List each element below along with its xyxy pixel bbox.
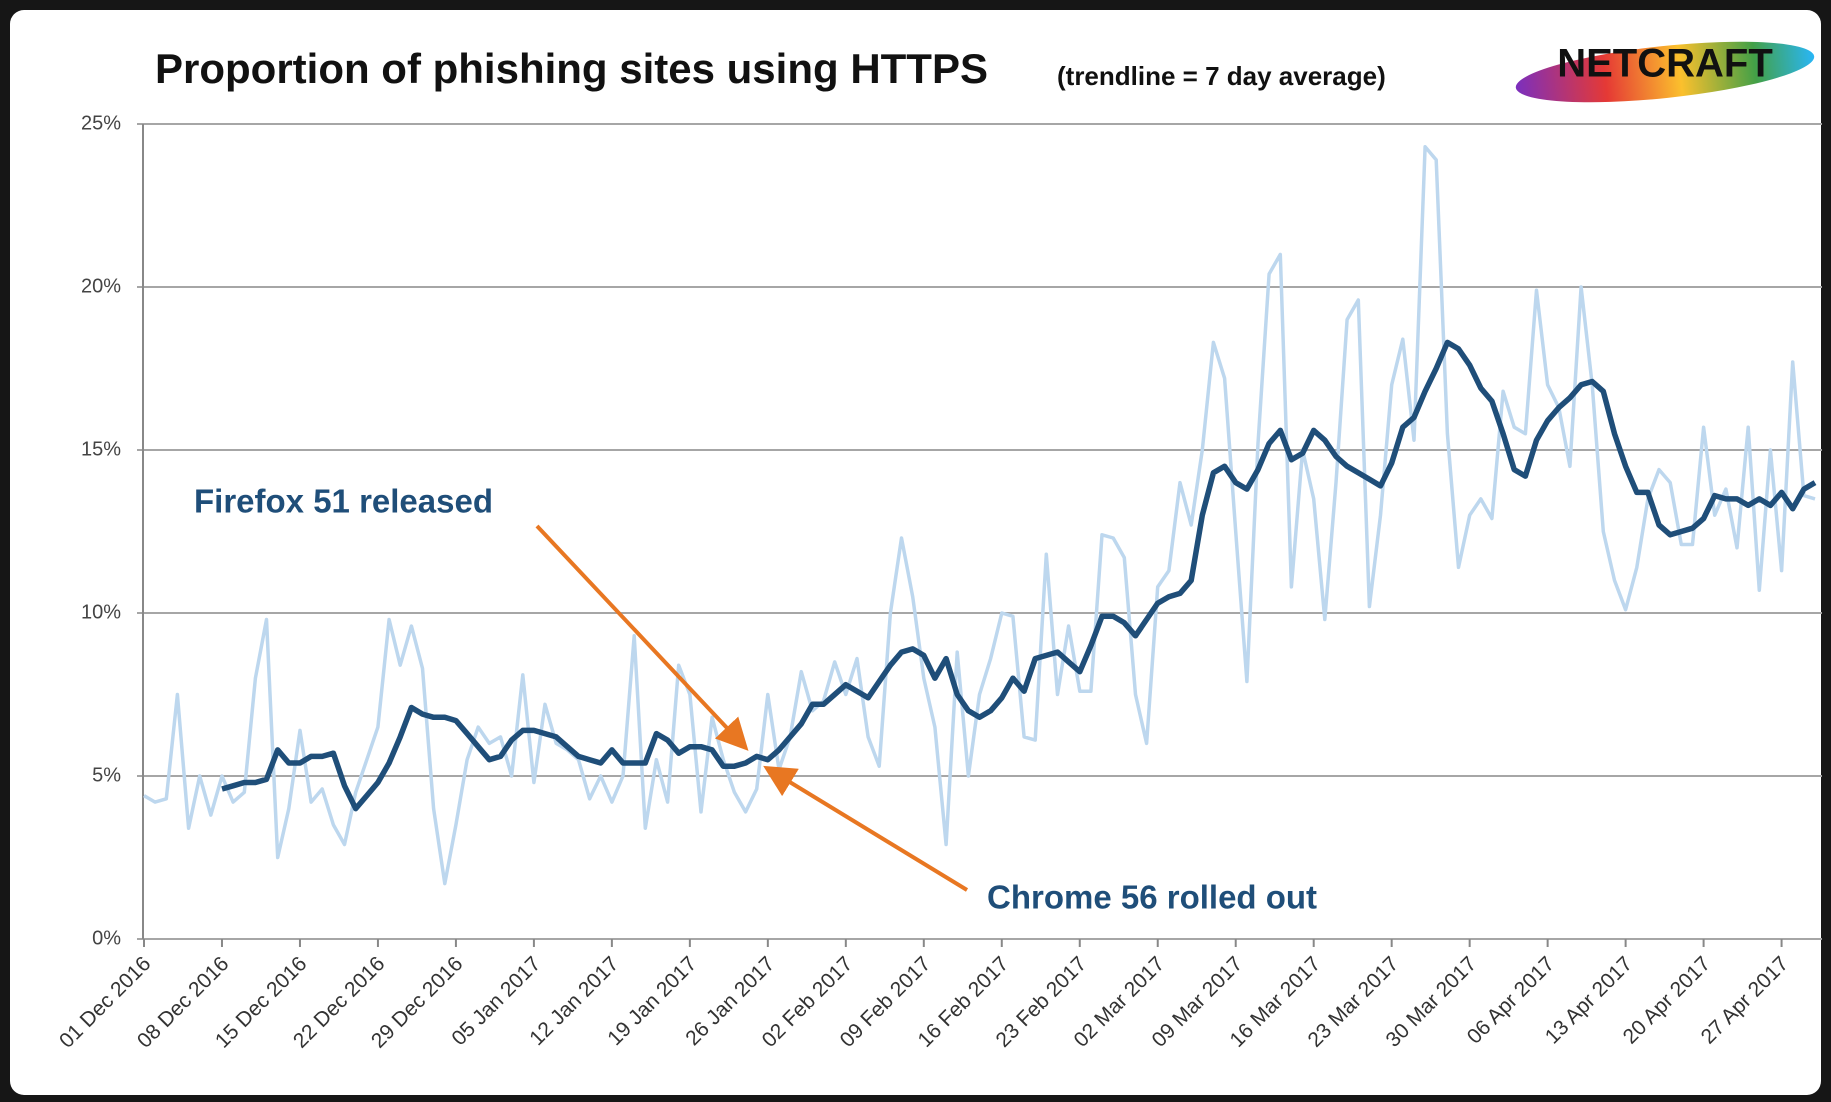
annotation-arrow [763, 765, 969, 892]
logo: NETCRAFT [1557, 42, 1773, 86]
logo-swoosh [1515, 41, 1815, 103]
chart-subtitle: (trendline = 7 day average) [1057, 61, 1386, 91]
y-tick-label: 15% [81, 438, 121, 460]
annotation-arrow [535, 524, 749, 751]
y-tick-label: 5% [92, 764, 121, 786]
y-tick-label: 0% [92, 927, 121, 949]
chart-title: Proportion of phishing sites using HTTPS [155, 45, 988, 92]
line-series [143, 145, 1816, 886]
y-tick-label: 25% [81, 112, 121, 134]
line-series [221, 339, 1817, 812]
y-tick-label: 20% [81, 275, 121, 297]
chart-background [10, 10, 1821, 1095]
y-tick-label: 10% [81, 601, 121, 623]
annotation: Firefox 51 released [194, 483, 493, 520]
annotation: Chrome 56 rolled out [987, 879, 1317, 916]
